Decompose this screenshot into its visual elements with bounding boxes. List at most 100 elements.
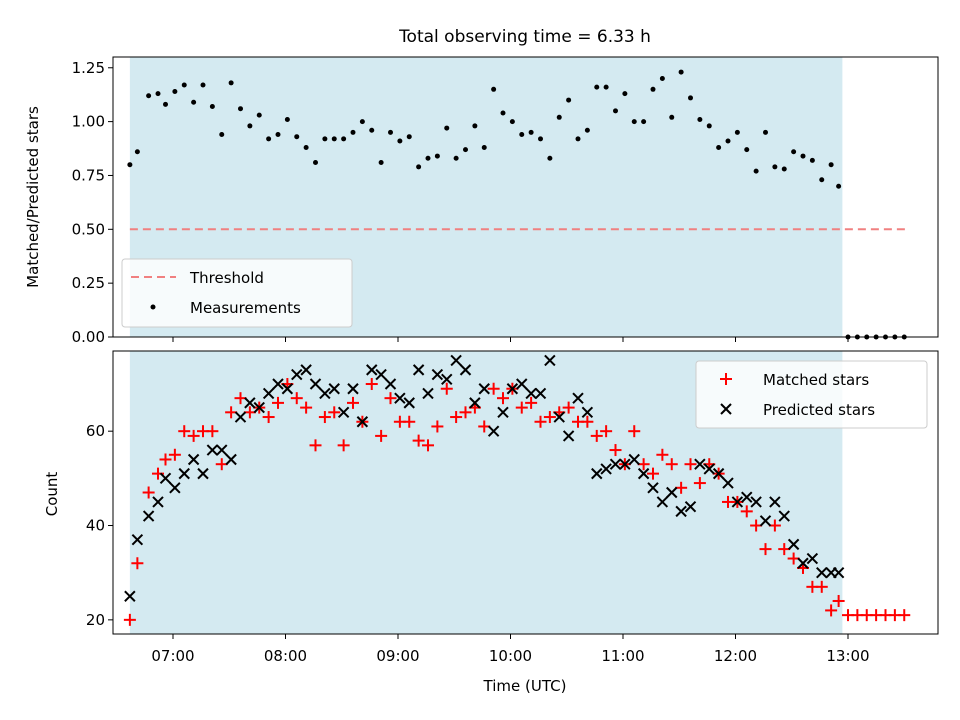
matched-star-point <box>215 458 228 471</box>
matched-star-point <box>684 458 697 471</box>
matched-star-point <box>272 396 284 409</box>
predicted-star-point <box>169 482 181 494</box>
predicted-star-point <box>309 378 322 390</box>
predicted-star-point <box>832 566 845 579</box>
predicted-star-point <box>206 444 219 456</box>
matched-star-point <box>168 448 181 461</box>
bottom-panel: 20 40 60 07:00 08:00 09:00 10:00 11:00 12:00 13:… <box>43 350 939 695</box>
bottom-x-tick-label: 11:00 <box>601 647 644 665</box>
matched-star-point <box>750 519 763 532</box>
predicted-star-point <box>637 467 650 480</box>
legend-threshold-label: Threshold <box>189 269 264 287</box>
predicted-star-point <box>366 364 378 376</box>
predicted-star-point <box>544 354 556 367</box>
matched-star-point <box>234 392 247 405</box>
predicted-star-point <box>759 515 772 527</box>
measurement-point <box>134 149 140 155</box>
matched-star-point <box>628 425 641 438</box>
matched-star-point <box>675 481 688 494</box>
matched-star-point <box>206 425 219 438</box>
predicted-star-point <box>778 510 790 522</box>
predicted-star-point <box>694 458 706 470</box>
predicted-star-point <box>441 373 453 386</box>
measurement-point <box>528 129 534 135</box>
predicted-star-point <box>225 453 237 466</box>
bottom-y-axis: 20 40 60 <box>86 422 113 629</box>
measurement-point <box>613 108 618 114</box>
predicted-star-point <box>244 397 256 409</box>
top-y-tick-label: 0.00 <box>72 328 105 346</box>
measurement-point <box>519 132 525 138</box>
measurement-point <box>538 136 543 142</box>
predicted-star-point <box>272 378 284 390</box>
predicted-star-point <box>234 411 247 423</box>
matched-star-point <box>300 401 313 414</box>
predicted-star-point <box>300 364 312 376</box>
bottom-x-tick-label: 09:00 <box>376 647 419 665</box>
predicted-star-point <box>562 430 575 442</box>
top-y-tick-label: 0.25 <box>72 274 105 292</box>
measurement-point <box>155 91 161 97</box>
measurement-point <box>406 134 412 140</box>
predicted-star-point <box>675 505 687 518</box>
predicted-star-point <box>516 378 528 390</box>
matched-star-point <box>243 406 256 419</box>
matched-star-point <box>647 467 659 480</box>
predicted-star-point <box>375 368 387 381</box>
bottom-y-axis-label: Count <box>43 472 61 517</box>
measurement-point <box>809 157 815 163</box>
top-y-axis-label: Matched/Predicted stars <box>24 106 42 288</box>
matched-stars-points <box>123 378 911 626</box>
matched-star-point <box>178 425 191 438</box>
predicted-star-point <box>600 463 612 475</box>
predicted-star-point <box>291 368 303 381</box>
top-panel: Total observing time = 6.33 h 0.000.250.… <box>24 27 939 346</box>
measurement-point <box>453 155 459 161</box>
measurement-point <box>697 116 703 122</box>
matched-star-point <box>740 505 753 518</box>
predicted-star-point <box>187 453 200 466</box>
bottom-y-tick-label: 60 <box>86 422 105 440</box>
measurement-point <box>556 114 562 120</box>
measurement-point <box>303 144 309 150</box>
bottom-legend: Matched stars Predicted stars <box>695 360 928 429</box>
measurement-point <box>491 86 497 92</box>
predicted-star-point <box>197 467 209 480</box>
legend-predicted-label: Predicted stars <box>763 401 875 419</box>
matched-star-point <box>768 519 781 532</box>
measurement-point <box>294 134 300 140</box>
measurement-point <box>734 129 740 135</box>
matched-star-point <box>609 444 622 457</box>
predicted-star-point <box>572 392 584 404</box>
measurement-point <box>322 136 328 142</box>
matched-star-point <box>898 609 911 622</box>
predicted-star-point <box>553 411 565 423</box>
predicted-star-point <box>328 383 340 395</box>
matched-star-point <box>525 396 538 409</box>
predicted-star-point <box>422 387 434 400</box>
measurement-point <box>744 147 750 153</box>
matched-star-point <box>365 378 378 391</box>
predicted-star-point <box>591 467 603 480</box>
matched-star-point <box>590 429 603 442</box>
predicted-star-point <box>281 383 294 395</box>
measurement-point <box>425 155 431 161</box>
bottom-x-axis: 07:00 08:00 09:00 10:00 11:00 12:00 13:00 <box>151 634 870 665</box>
legend-predicted-swatch <box>720 403 732 415</box>
matched-star-point <box>497 392 509 405</box>
matched-star-point <box>384 392 397 405</box>
predicted-star-point <box>647 482 659 494</box>
bottom-x-tick-label: 07:00 <box>151 647 194 665</box>
legend-measurements-label: Measurements <box>190 299 301 317</box>
bottom-x-axis-label: Time (UTC) <box>483 677 567 695</box>
matched-star-point <box>131 557 144 570</box>
measurement-point <box>444 125 450 131</box>
predicted-star-point <box>703 463 715 475</box>
predicted-star-point <box>431 368 444 381</box>
measurement-point <box>669 114 675 120</box>
matched-star-point <box>778 543 791 556</box>
measurement-point <box>781 166 787 172</box>
measurement-point <box>331 136 337 142</box>
predicted-star-point <box>469 397 481 409</box>
matched-star-point <box>337 439 350 452</box>
